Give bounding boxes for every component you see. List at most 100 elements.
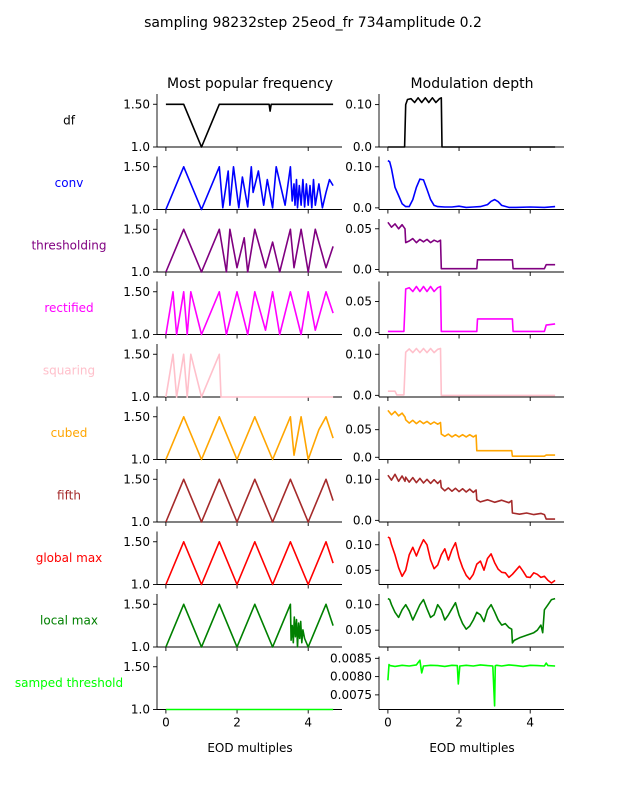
- subplot-r9-c0: 1.0 1.50 0 2 4: [123, 656, 342, 730]
- subplot-r9-c1: 0.0075 0.0080 0.0085 0 2 4: [330, 651, 564, 730]
- y-tick-label: 0.10: [345, 347, 372, 361]
- series-line: [165, 603, 334, 648]
- y-tick-label: 1.0: [131, 328, 150, 342]
- x-tick-label: 2: [233, 716, 241, 730]
- subplot-r2-c1: 0.0 0.05: [345, 219, 564, 277]
- y-tick-label: 1.0: [131, 515, 150, 529]
- subplot-r3-c0: 1.0 1.50: [123, 281, 342, 342]
- y-tick-label: 0.0: [353, 140, 372, 154]
- series-line: [165, 353, 334, 398]
- series-line: [387, 221, 556, 270]
- row-label: cubed: [51, 426, 88, 440]
- y-tick-label: 0.05: [345, 294, 372, 308]
- subplot-r4-c1: 0.0 0.10: [345, 344, 564, 402]
- y-tick-label: 1.50: [123, 97, 150, 111]
- x-tick-label: 0: [384, 716, 392, 730]
- x-tick-label: 4: [304, 716, 312, 730]
- series-line: [165, 103, 334, 148]
- y-tick-label: 0.0: [353, 263, 372, 277]
- series-line: [165, 228, 334, 273]
- series-line: [387, 597, 556, 644]
- x-tick-label: 0: [162, 716, 170, 730]
- row-labels: df conv thresholding rectified squaring cubed…: [15, 114, 123, 691]
- subplot-r5-c0: 1.0 1.50: [123, 406, 342, 467]
- subplot-grid: 1.01.500.00.101.01.500.00.101.01.500.00.…: [123, 94, 564, 730]
- y-tick-label: 1.0: [131, 390, 150, 404]
- y-tick-label: 0.0: [353, 326, 372, 340]
- row-label: thresholding: [31, 239, 106, 253]
- y-tick-label: 1.50: [123, 347, 150, 361]
- y-tick-label: 0.05: [345, 222, 372, 236]
- subplot-r8-c1: 0.05 0.10: [345, 594, 564, 651]
- subplot-r1-c0: 1.0 1.50: [123, 156, 342, 217]
- y-tick-label: 0.05: [345, 623, 372, 637]
- y-tick-label: 1.50: [123, 535, 150, 549]
- subplot-r6-c1: 0.0 0.10: [345, 469, 564, 527]
- column-title-modulation: Modulation depth: [411, 76, 534, 92]
- series-line: [387, 97, 556, 148]
- y-tick-label: 0.0085: [330, 651, 372, 665]
- subplot-r3-c1: 0.0 0.05: [345, 281, 564, 340]
- y-tick-label: 1.50: [123, 410, 150, 424]
- x-axis-label-right: EOD multiples: [429, 741, 514, 755]
- y-tick-label: 1.0: [131, 703, 150, 717]
- series-line: [387, 659, 556, 707]
- y-tick-label: 1.0: [131, 265, 150, 279]
- subplot-r4-c0: 1.0 1.50: [123, 344, 342, 404]
- y-tick-label: 1.0: [131, 453, 150, 467]
- subplot-r7-c0: 1.0 1.50: [123, 531, 342, 592]
- x-axis-label-left: EOD multiples: [207, 741, 292, 755]
- series-line: [387, 285, 556, 333]
- y-tick-label: 1.0: [131, 203, 150, 217]
- y-tick-label: 0.0: [353, 513, 372, 527]
- y-tick-label: 0.10: [345, 598, 372, 612]
- series-line: [165, 415, 334, 461]
- y-tick-label: 1.50: [123, 285, 150, 299]
- subplot-r1-c1: 0.0 0.10: [345, 156, 564, 215]
- series-line: [165, 540, 334, 586]
- y-tick-label: 0.05: [345, 423, 372, 437]
- row-label: df: [63, 114, 76, 128]
- y-tick-label: 1.50: [123, 597, 150, 611]
- x-tick-label: 4: [526, 716, 534, 730]
- row-label: global max: [36, 551, 103, 565]
- y-tick-label: 1.0: [131, 640, 150, 654]
- y-tick-label: 0.05: [345, 563, 372, 577]
- y-tick-label: 1.0: [131, 140, 150, 154]
- series-line: [387, 536, 556, 584]
- row-label: conv: [55, 176, 84, 190]
- y-tick-label: 0.0075: [330, 688, 372, 702]
- y-tick-label: 1.50: [123, 660, 150, 674]
- series-line: [165, 166, 334, 211]
- row-label: rectified: [44, 301, 93, 315]
- subplot-r5-c1: 0.0 0.05: [345, 406, 564, 464]
- subplot-r0-c0: 1.0 1.50: [123, 94, 342, 154]
- y-tick-label: 1.0: [131, 578, 150, 592]
- y-tick-label: 0.0: [353, 388, 372, 402]
- subplot-r2-c0: 1.0 1.50: [123, 219, 342, 279]
- subplot-r8-c0: 1.0 1.50: [123, 594, 342, 654]
- y-tick-label: 1.50: [123, 160, 150, 174]
- y-tick-label: 1.50: [123, 472, 150, 486]
- subplot-r7-c1: 0.05 0.10: [345, 531, 564, 589]
- series-line: [165, 478, 334, 523]
- figure-suptitle: sampling 98232step 25eod_fr 734amplitude…: [144, 15, 482, 31]
- y-tick-label: 0.0: [353, 201, 372, 215]
- y-tick-label: 0.10: [345, 98, 372, 112]
- row-label: squaring: [43, 364, 95, 378]
- y-tick-label: 0.10: [345, 538, 372, 552]
- series-line: [387, 473, 556, 520]
- y-tick-label: 0.0: [353, 450, 372, 464]
- subplot-r0-c1: 0.0 0.10: [345, 94, 564, 154]
- row-label: fifth: [57, 489, 81, 503]
- y-tick-label: 0.10: [345, 160, 372, 174]
- series-line: [387, 409, 556, 458]
- row-label: local max: [40, 614, 98, 628]
- x-tick-label: 2: [455, 716, 463, 730]
- y-tick-label: 0.0080: [330, 670, 372, 684]
- series-line: [165, 290, 334, 336]
- series-line: [387, 347, 556, 397]
- y-tick-label: 0.10: [345, 472, 372, 486]
- subplot-r6-c0: 1.0 1.50: [123, 469, 342, 529]
